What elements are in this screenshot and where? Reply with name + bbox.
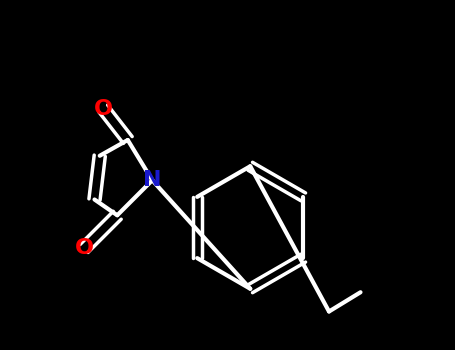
Text: N: N (143, 170, 162, 190)
Text: O: O (75, 238, 93, 259)
Text: O: O (94, 98, 113, 119)
